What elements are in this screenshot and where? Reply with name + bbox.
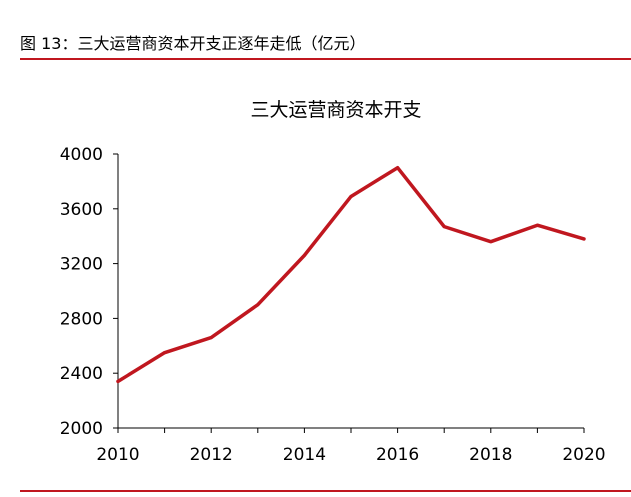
x-tick-label: 2012 xyxy=(190,445,233,465)
data-point xyxy=(396,166,400,170)
y-tick-label: 2000 xyxy=(60,419,103,439)
data-point xyxy=(535,223,539,227)
data-point xyxy=(489,240,493,244)
x-tick-label: 2016 xyxy=(376,445,419,465)
data-point xyxy=(209,336,213,340)
x-tick-label: 2020 xyxy=(562,445,605,465)
y-tick-label: 2800 xyxy=(60,309,103,329)
data-point xyxy=(256,303,260,307)
figure-caption: 图 13：三大运营商资本开支正逐年走低（亿元） xyxy=(20,34,366,53)
data-point xyxy=(349,194,353,198)
caption-divider xyxy=(20,58,631,60)
y-tick-label: 3200 xyxy=(60,255,103,275)
data-point xyxy=(163,351,167,355)
x-tick-label: 2014 xyxy=(283,445,326,465)
chart-title: 三大运营商资本开支 xyxy=(250,99,421,121)
y-tick-label: 4000 xyxy=(60,145,103,165)
y-axis: 4000 3600 3200 2800 2400 2000 xyxy=(60,145,119,439)
data-point xyxy=(116,379,120,383)
bottom-divider xyxy=(20,490,631,492)
series-group xyxy=(116,165,586,384)
data-point xyxy=(582,237,586,241)
data-point xyxy=(302,253,306,257)
y-tick-label: 2400 xyxy=(60,364,103,384)
y-tick-label: 3600 xyxy=(60,200,103,220)
x-tick-label: 2010 xyxy=(96,445,139,465)
series-line xyxy=(116,165,586,384)
x-tick-label: 2018 xyxy=(469,445,512,465)
x-axis: 2010 2012 2014 2016 2018 2020 xyxy=(96,427,606,465)
data-point xyxy=(442,225,446,229)
